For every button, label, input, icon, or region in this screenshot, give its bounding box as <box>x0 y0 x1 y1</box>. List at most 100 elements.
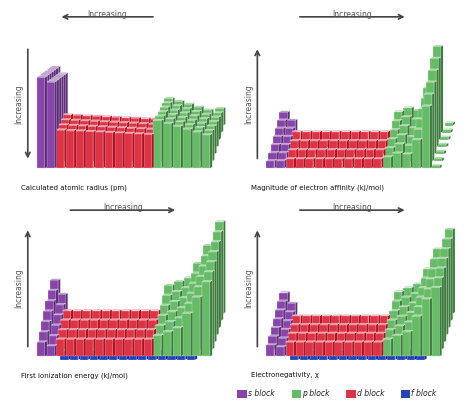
Polygon shape <box>397 341 408 342</box>
Polygon shape <box>401 297 410 328</box>
Polygon shape <box>82 146 93 147</box>
Polygon shape <box>194 127 202 161</box>
Polygon shape <box>144 133 154 134</box>
Polygon shape <box>394 319 404 321</box>
Polygon shape <box>400 300 402 328</box>
Polygon shape <box>413 321 415 349</box>
Polygon shape <box>153 335 162 357</box>
Polygon shape <box>181 326 183 357</box>
Polygon shape <box>127 121 129 154</box>
Polygon shape <box>46 71 54 140</box>
Polygon shape <box>100 319 110 320</box>
Polygon shape <box>175 348 178 360</box>
Polygon shape <box>81 114 83 147</box>
Polygon shape <box>184 160 195 161</box>
Polygon shape <box>421 277 431 278</box>
Polygon shape <box>187 348 195 360</box>
Polygon shape <box>173 320 175 349</box>
Polygon shape <box>387 349 395 360</box>
Polygon shape <box>381 158 383 168</box>
Polygon shape <box>421 298 432 299</box>
Polygon shape <box>95 131 105 132</box>
Polygon shape <box>359 315 361 335</box>
Polygon shape <box>53 313 64 315</box>
Polygon shape <box>204 272 212 349</box>
Polygon shape <box>101 146 112 147</box>
Polygon shape <box>399 305 410 307</box>
Polygon shape <box>413 284 421 321</box>
Polygon shape <box>70 349 81 350</box>
Text: p block: p block <box>302 389 330 398</box>
Polygon shape <box>401 152 403 168</box>
Polygon shape <box>268 348 279 349</box>
Polygon shape <box>394 112 402 133</box>
Polygon shape <box>174 100 184 101</box>
Polygon shape <box>442 157 444 161</box>
Polygon shape <box>175 318 183 349</box>
Polygon shape <box>337 349 339 360</box>
Polygon shape <box>320 315 322 335</box>
Polygon shape <box>134 134 142 168</box>
Polygon shape <box>162 326 173 328</box>
Polygon shape <box>175 120 185 122</box>
Polygon shape <box>286 151 289 161</box>
Polygon shape <box>352 158 355 168</box>
Polygon shape <box>185 347 188 360</box>
Polygon shape <box>341 131 349 147</box>
Polygon shape <box>277 335 279 349</box>
Polygon shape <box>182 167 193 168</box>
Polygon shape <box>95 355 106 357</box>
Polygon shape <box>325 341 335 342</box>
Polygon shape <box>174 131 185 133</box>
Polygon shape <box>423 87 433 88</box>
Polygon shape <box>428 267 438 269</box>
Polygon shape <box>50 66 60 68</box>
Polygon shape <box>68 328 78 330</box>
Polygon shape <box>180 104 182 140</box>
Polygon shape <box>58 328 69 330</box>
Polygon shape <box>109 319 119 320</box>
Polygon shape <box>155 116 164 161</box>
Polygon shape <box>338 350 347 360</box>
Polygon shape <box>385 348 396 349</box>
Polygon shape <box>346 333 355 349</box>
Polygon shape <box>188 112 190 147</box>
Polygon shape <box>177 341 188 342</box>
Polygon shape <box>438 146 449 147</box>
Polygon shape <box>325 355 335 357</box>
Polygon shape <box>82 114 92 116</box>
Polygon shape <box>389 309 400 311</box>
Polygon shape <box>411 326 422 328</box>
Polygon shape <box>138 348 149 350</box>
Polygon shape <box>331 146 342 147</box>
Polygon shape <box>85 338 96 339</box>
Polygon shape <box>407 125 410 147</box>
Polygon shape <box>433 45 443 46</box>
Polygon shape <box>401 326 412 328</box>
Polygon shape <box>360 131 368 147</box>
Polygon shape <box>199 334 210 335</box>
Polygon shape <box>153 120 162 168</box>
Polygon shape <box>285 127 295 128</box>
Polygon shape <box>439 164 442 168</box>
Polygon shape <box>377 348 388 349</box>
Polygon shape <box>148 319 158 320</box>
Polygon shape <box>180 290 182 328</box>
Polygon shape <box>394 290 404 291</box>
Polygon shape <box>277 319 288 321</box>
Polygon shape <box>321 146 332 147</box>
Polygon shape <box>80 319 91 320</box>
Polygon shape <box>91 114 92 147</box>
Polygon shape <box>427 107 429 147</box>
Polygon shape <box>126 328 137 330</box>
Polygon shape <box>338 139 349 141</box>
Polygon shape <box>75 129 86 131</box>
Text: Increasing: Increasing <box>332 203 372 212</box>
Polygon shape <box>424 288 434 289</box>
Polygon shape <box>121 146 132 147</box>
Polygon shape <box>195 292 197 342</box>
Polygon shape <box>175 160 185 161</box>
Polygon shape <box>288 348 299 349</box>
Polygon shape <box>140 334 151 335</box>
Polygon shape <box>100 350 108 360</box>
